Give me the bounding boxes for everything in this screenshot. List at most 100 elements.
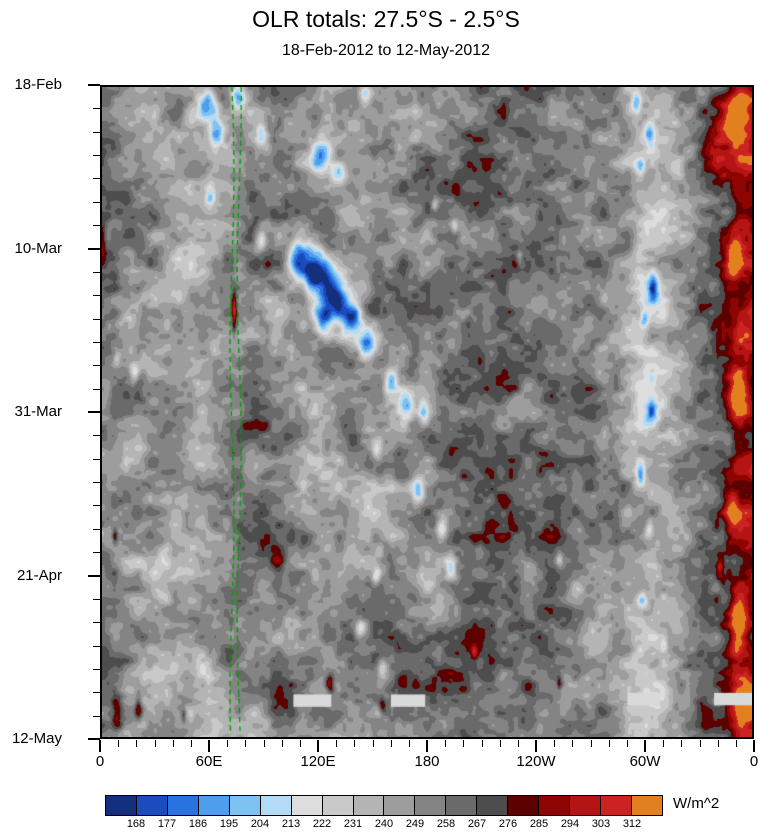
x-minor-tick bbox=[626, 740, 628, 747]
y-minor-tick bbox=[93, 715, 100, 717]
colorbar-cell bbox=[600, 796, 631, 815]
x-minor-tick bbox=[281, 740, 283, 747]
y-minor-tick bbox=[93, 341, 100, 343]
colorbar-tick-label: 168 bbox=[126, 818, 146, 830]
x-major-tick bbox=[535, 740, 537, 752]
y-minor-tick bbox=[93, 365, 100, 367]
colorbar-cell bbox=[135, 796, 167, 815]
x-minor-tick bbox=[299, 740, 301, 747]
colorbar-cell bbox=[414, 796, 446, 815]
y-tick-label: 10-Mar bbox=[14, 239, 62, 257]
colorbar-tick-label: 186 bbox=[188, 818, 208, 830]
x-minor-tick bbox=[717, 740, 719, 747]
y-minor-tick bbox=[93, 225, 100, 227]
colorbar-tick-label: 240 bbox=[374, 818, 394, 830]
x-minor-tick bbox=[445, 740, 447, 747]
colorbar-tick-label: 213 bbox=[281, 818, 301, 830]
y-minor-tick bbox=[93, 528, 100, 530]
x-tick-label: 60W bbox=[629, 753, 661, 770]
y-minor-tick bbox=[93, 295, 100, 297]
y-tick-label: 12-May bbox=[11, 730, 62, 747]
x-major-tick bbox=[644, 740, 646, 752]
colorbar bbox=[105, 795, 663, 816]
x-minor-tick bbox=[390, 740, 392, 747]
x-minor-tick bbox=[608, 740, 610, 747]
x-minor-tick bbox=[154, 740, 156, 747]
x-major-tick bbox=[753, 740, 755, 752]
y-major-tick bbox=[88, 738, 100, 740]
colorbar-tick-label: 303 bbox=[591, 818, 611, 830]
colorbar-cell bbox=[228, 796, 260, 815]
y-major-tick bbox=[88, 84, 100, 86]
y-tick-label: 18-Feb bbox=[14, 76, 62, 93]
y-minor-tick bbox=[93, 435, 100, 437]
x-minor-tick bbox=[118, 740, 120, 747]
colorbar-tick-label: 294 bbox=[560, 818, 580, 830]
colorbar-tick-label: 177 bbox=[157, 818, 177, 830]
y-minor-tick bbox=[93, 552, 100, 554]
x-tick-label: 0 bbox=[95, 753, 105, 770]
y-tick-label: 21-Apr bbox=[16, 566, 62, 584]
x-major-tick bbox=[99, 740, 101, 752]
x-minor-tick bbox=[354, 740, 356, 747]
colorbar-cell bbox=[290, 796, 322, 815]
x-tick-label: 120E bbox=[300, 753, 336, 770]
colorbar-tick-label: 276 bbox=[498, 818, 518, 830]
colorbar-cell bbox=[321, 796, 353, 815]
x-major-tick bbox=[208, 740, 210, 752]
x-tick-label: 180 bbox=[414, 753, 440, 770]
colorbar-cell bbox=[383, 796, 415, 815]
x-minor-tick bbox=[572, 740, 574, 747]
x-minor-tick bbox=[263, 740, 265, 747]
y-major-tick bbox=[88, 411, 100, 413]
colorbar-cell bbox=[197, 796, 229, 815]
x-minor-tick bbox=[517, 740, 519, 747]
y-minor-tick bbox=[93, 201, 100, 203]
x-minor-tick bbox=[336, 740, 338, 747]
x-minor-tick bbox=[463, 740, 465, 747]
y-minor-tick bbox=[93, 645, 100, 647]
y-minor-tick bbox=[93, 318, 100, 320]
y-minor-tick bbox=[93, 108, 100, 110]
colorbar-cell bbox=[259, 796, 291, 815]
colorbar-cell bbox=[106, 796, 136, 815]
y-minor-tick bbox=[93, 458, 100, 460]
colorbar-cell bbox=[476, 796, 508, 815]
x-minor-tick bbox=[136, 740, 138, 747]
colorbar-cell bbox=[445, 796, 477, 815]
x-minor-tick bbox=[227, 740, 229, 747]
x-minor-tick bbox=[590, 740, 592, 747]
y-minor-tick bbox=[93, 505, 100, 507]
colorbar-tick-label: 204 bbox=[250, 818, 270, 830]
y-minor-tick bbox=[93, 388, 100, 390]
x-major-tick bbox=[317, 740, 319, 752]
colorbar-tick-label: 231 bbox=[343, 818, 363, 830]
y-minor-tick bbox=[93, 668, 100, 670]
y-minor-tick bbox=[93, 271, 100, 273]
x-minor-tick bbox=[699, 740, 701, 747]
x-minor-tick bbox=[408, 740, 410, 747]
x-minor-tick bbox=[735, 740, 737, 747]
chart-title: OLR totals: 27.5°S - 2.5°S bbox=[252, 6, 520, 32]
colorbar-tick-label: 195 bbox=[219, 818, 239, 830]
x-minor-tick bbox=[681, 740, 683, 747]
colorbar-cell bbox=[166, 796, 198, 815]
colorbar-tick-label: 258 bbox=[436, 818, 456, 830]
plot-area bbox=[100, 85, 754, 739]
x-minor-tick bbox=[481, 740, 483, 747]
y-minor-tick bbox=[93, 178, 100, 180]
x-minor-tick bbox=[372, 740, 374, 747]
units-label: W/m^2 bbox=[673, 795, 720, 812]
colorbar-cell bbox=[352, 796, 384, 815]
x-minor-tick bbox=[663, 740, 665, 747]
colorbar-cell bbox=[507, 796, 539, 815]
x-tick-label: 60E bbox=[195, 753, 223, 770]
heatmap-canvas bbox=[102, 87, 752, 737]
x-minor-tick bbox=[499, 740, 501, 747]
colorbar-cell bbox=[569, 796, 600, 815]
y-major-tick bbox=[88, 574, 100, 577]
y-minor-tick bbox=[93, 155, 100, 157]
y-major-tick bbox=[88, 247, 100, 250]
colorbar-cell bbox=[630, 796, 662, 815]
